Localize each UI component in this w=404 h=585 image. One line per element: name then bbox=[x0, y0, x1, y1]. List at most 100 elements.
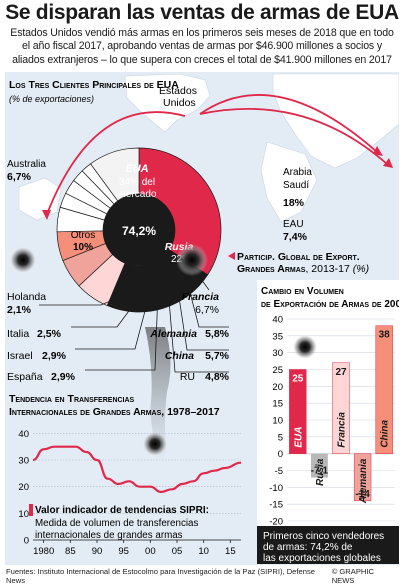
bar-ytick--5: -5 bbox=[275, 466, 283, 477]
pie-label-china-value: 5,7% bbox=[205, 350, 230, 362]
bar-category-china: China bbox=[380, 419, 391, 447]
graphic-svg: Los Tres Clientes Principales de EUA (% … bbox=[7, 73, 404, 564]
bar-ytick-20: 20 bbox=[272, 382, 283, 393]
pie-label-israel-value: 2,9% bbox=[42, 350, 67, 362]
sources: Fuentes: Instituto Internacional de Esto… bbox=[6, 567, 315, 585]
intro-text: Estados Unidos vendió más armas en los p… bbox=[10, 27, 394, 66]
origin-label-line2: Unidos bbox=[163, 97, 196, 109]
pie-label-others-value: 10% bbox=[73, 242, 93, 253]
bar-ytick-30: 30 bbox=[272, 348, 283, 359]
origin-label-line1: Estados bbox=[159, 85, 197, 97]
bar-value-china: 38 bbox=[379, 330, 391, 341]
footer: Fuentes: Instituto Internacional de Esto… bbox=[6, 567, 398, 585]
bar-eua bbox=[289, 369, 307, 454]
pie-leader-lines bbox=[39, 267, 229, 373]
graphic-panel: Los Tres Clientes Principales de EUA (% … bbox=[5, 72, 404, 565]
line-xtick-2000: 00 bbox=[145, 546, 156, 557]
bar-china bbox=[375, 325, 393, 454]
pie-label-usa-name: EUA bbox=[125, 163, 148, 175]
leader-italy bbox=[71, 291, 144, 328]
client-saudi: Arabia Saudí 18% bbox=[283, 167, 312, 209]
client-saudi-value: 18% bbox=[283, 197, 305, 209]
pie-center-label: 74,2% bbox=[122, 224, 156, 238]
pie-label-france: Francia 6,7% bbox=[182, 291, 220, 316]
leader-germany bbox=[185, 276, 229, 328]
pie-label-france-name: Francia bbox=[182, 291, 220, 303]
bar-chart: 40 35 30 25 20 15 10 5 0 -5 -10 -15 -20 25 EUA -7,1Rusi… bbox=[269, 315, 395, 528]
client-uae-value: 7,4% bbox=[283, 231, 308, 243]
leader-uk bbox=[167, 287, 229, 373]
pie-label-germany-value: 5,8% bbox=[205, 328, 230, 340]
leader-china bbox=[176, 283, 229, 351]
pie-label-netherlands-name: Holanda bbox=[7, 291, 46, 303]
bar-chart-title-line1: Cambio en Volumen bbox=[261, 286, 344, 297]
pie-label-spain-name: España bbox=[7, 371, 43, 383]
pie-label-italy-name: Italia bbox=[7, 328, 29, 340]
line-legend-marker bbox=[29, 504, 33, 516]
bar-ytick-15: 15 bbox=[272, 399, 283, 410]
bar-francia bbox=[332, 362, 350, 454]
line-ytick-10: 10 bbox=[18, 509, 29, 520]
arrow-to-saudi bbox=[199, 94, 378, 153]
export-arrows bbox=[46, 94, 388, 215]
bar-alemania bbox=[353, 453, 372, 502]
line-xtick-1990: 90 bbox=[92, 546, 103, 557]
pie-label-uk-value: 4,8% bbox=[205, 371, 230, 383]
map-title: Los Tres Clientes Principales de EUA bbox=[9, 79, 179, 91]
client-australia-value: 6,7% bbox=[7, 171, 32, 183]
client-uae: EAU 7,4% bbox=[283, 219, 308, 243]
pie-title-line2: Grandes Armas, 2013-17 (%) bbox=[237, 263, 369, 275]
bar-value-francia: 27 bbox=[335, 367, 347, 378]
bar-chart-title-line2: de Exportación de Armas de 2008-12 a 201… bbox=[261, 299, 399, 310]
bar-value-rusia: -7,1 bbox=[311, 466, 329, 477]
client-uae-name: EAU bbox=[283, 219, 304, 230]
bar-ytick--15: -15 bbox=[269, 500, 283, 511]
line-legend-text-line2: internacionales de grandes armas bbox=[35, 530, 183, 541]
bar-category-rusia: Rusia bbox=[315, 458, 326, 486]
bar-ytick--10: -10 bbox=[269, 483, 283, 494]
bar-category-francia: Francia bbox=[337, 412, 348, 448]
pie-label-usa-value-line2: mercado bbox=[118, 189, 157, 200]
bullet-hole-left bbox=[10, 247, 36, 273]
map-subtitle: (% de exportaciones) bbox=[9, 94, 94, 104]
pie-center-disc bbox=[103, 194, 175, 266]
line-xtick-2010: 10 bbox=[198, 546, 209, 557]
client-australia-name: Australia bbox=[7, 159, 46, 170]
line-chart-title-line1: Tendencia en Transferencias bbox=[9, 393, 135, 405]
pie-external-labels: Francia 6,7% Alemania 5,8% China 5,7% RU… bbox=[7, 291, 230, 383]
client-saudi-name-line1: Arabia bbox=[283, 167, 312, 178]
client-australia: Australia 6,7% bbox=[7, 159, 46, 183]
pie-title-marker bbox=[228, 252, 235, 260]
bullet-hole-right bbox=[293, 335, 317, 359]
bar-category-eua: EUA bbox=[293, 427, 304, 448]
credit: © GRAPHIC NEWS bbox=[331, 567, 374, 585]
line-xtick-1980: 1980 bbox=[33, 546, 54, 557]
bar-ytick--20: -20 bbox=[269, 517, 283, 528]
line-ytick-0: 0 bbox=[24, 536, 29, 547]
arrow-to-australia bbox=[46, 111, 186, 215]
arrowhead-uae bbox=[383, 158, 393, 168]
line-chart-title-line2: Internacionales de Grandes Armas, 1978–2… bbox=[9, 406, 220, 418]
pie-label-china-name: China bbox=[165, 350, 194, 362]
australia-shape bbox=[18, 177, 62, 221]
line-xtick-2015: 15 bbox=[225, 546, 236, 557]
bar-value-alemania: -14 bbox=[355, 489, 370, 500]
bar-note-line3: las exportaciones globales bbox=[263, 553, 381, 564]
pie-chart bbox=[56, 147, 222, 313]
africa-shape bbox=[260, 141, 318, 223]
line-xtick-1985: 85 bbox=[65, 546, 76, 557]
line-legend-text-line1: Medida de volumen de transferencias bbox=[35, 518, 198, 529]
bar-ytick-35: 35 bbox=[272, 331, 283, 342]
arrowhead-saudi bbox=[373, 146, 383, 156]
bar-ytick-25: 25 bbox=[272, 365, 283, 376]
line-ytick-40: 40 bbox=[18, 429, 29, 440]
bullet-holes bbox=[10, 244, 317, 456]
bar-note-box bbox=[257, 526, 399, 564]
bar-note-line1: Primeros cinco vendedores bbox=[263, 531, 384, 542]
bar-ytick-40: 40 bbox=[272, 315, 283, 326]
pie-label-usa-value-line1: 34% del bbox=[119, 177, 155, 188]
bar-note-line2: de armas: 74,2% de bbox=[263, 542, 353, 553]
pie-title-line1: Particip. Global de Export. bbox=[237, 251, 360, 263]
pie-label-italy-value: 2,5% bbox=[37, 328, 62, 340]
pie-label-france-value: 6,7% bbox=[195, 304, 219, 316]
